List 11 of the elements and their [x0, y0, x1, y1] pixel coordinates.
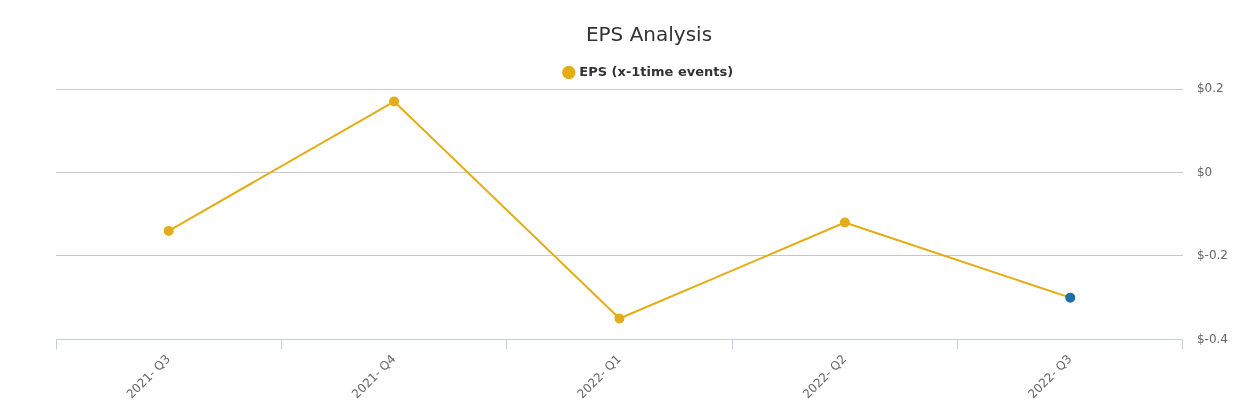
legend-label: EPS (x-1time events) — [579, 63, 734, 79]
y-tick-label: $-0.4 — [1196, 331, 1229, 346]
point — [389, 96, 400, 107]
point — [163, 225, 174, 236]
point — [1065, 292, 1076, 303]
y-tick-label: $0.2 — [1196, 81, 1224, 96]
point — [614, 313, 625, 324]
y-tick-label: $-0.2 — [1196, 248, 1229, 263]
chart-title: EPS Analysis — [585, 22, 713, 47]
point — [839, 217, 850, 228]
y-tick-label: $0 — [1196, 164, 1213, 179]
